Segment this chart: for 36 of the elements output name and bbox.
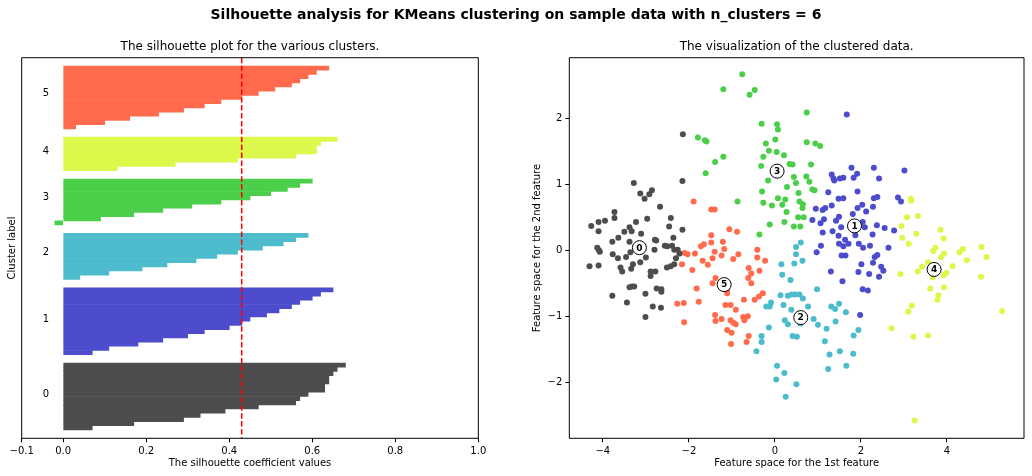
y-axis-title: Feature space for the 2nd feature (530, 163, 542, 333)
y-tick-label: 1 (555, 177, 563, 189)
y-tick-label: 2 (42, 245, 50, 257)
x-tick-label: 0.2 (138, 444, 155, 456)
y-tick-label: 3 (42, 191, 50, 203)
annotation: 4 (930, 264, 938, 275)
annotation: 1 (851, 220, 858, 231)
x-tick-label: −2 (681, 444, 697, 456)
annotation: 2 (797, 312, 804, 323)
y-tick-label: −1 (547, 309, 563, 321)
y-axis-title: Cluster label (5, 216, 17, 280)
y-tick-label: 0 (555, 243, 563, 255)
chart-title: The silhouette plot for the various clusters. (119, 39, 380, 54)
x-tick-label: 4 (943, 444, 951, 456)
x-tick-label: 0.4 (221, 444, 238, 456)
text: Silhouette analysis for KMeans clustering on sample data with n_clusters = 6 (210, 5, 822, 22)
y-tick-label: −2 (547, 375, 563, 387)
x-axis-title: Feature space for the 1st feature (714, 457, 880, 469)
chart-title: The visualization of the clustered data. (678, 39, 914, 54)
y-tick-label: 5 (42, 86, 50, 98)
y-tick-label: 0 (42, 387, 50, 399)
x-axis-title: The silhouette coefficient values (167, 457, 332, 469)
annotation: 3 (773, 166, 781, 176)
y-tick-label: 4 (42, 145, 50, 157)
x-tick-label: 2 (857, 444, 865, 456)
x-tick-label: 0.6 (304, 444, 321, 456)
y-tick-label: 2 (555, 111, 563, 123)
x-tick-label: 0 (771, 444, 779, 456)
x-tick-label: 1.0 (470, 444, 487, 456)
annotation: 5 (721, 279, 728, 290)
y-tick-label: 1 (42, 312, 50, 324)
annotation: 0 (636, 242, 643, 253)
x-tick-label: −0.1 (9, 444, 34, 456)
x-tick-label: 0.8 (387, 444, 404, 456)
x-tick-label: 0.0 (55, 444, 72, 456)
x-tick-label: −4 (595, 444, 611, 456)
